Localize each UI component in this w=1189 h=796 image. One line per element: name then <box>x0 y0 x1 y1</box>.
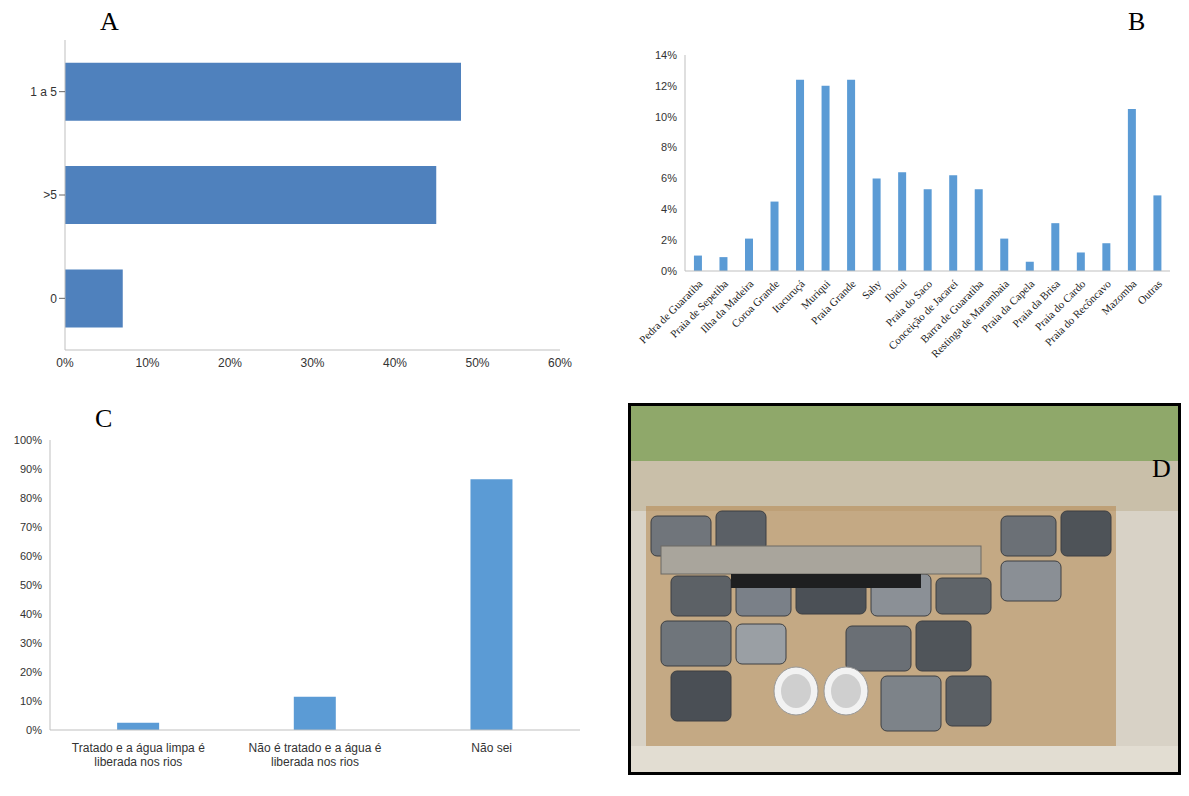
svg-text:Praia de Sepetiba: Praia de Sepetiba <box>667 277 731 340</box>
html-text:A: A <box>100 7 119 36</box>
svg-text:Muriqui: Muriqui <box>798 277 833 312</box>
svg-text:60%: 60% <box>548 356 572 370</box>
svg-text:Praia do Cardo: Praia do Cardo <box>1032 277 1088 333</box>
svg-text:Não sei: Não sei <box>471 741 512 755</box>
svg-text:90%: 90% <box>20 463 42 475</box>
svg-text:30%: 30% <box>300 356 324 370</box>
svg-text:0%: 0% <box>56 356 74 370</box>
svg-text:Itacuruçá: Itacuruçá <box>769 277 806 314</box>
svg-text:100%: 100% <box>14 434 42 446</box>
svg-text:30%: 30% <box>20 637 42 649</box>
svg-text:14%: 14% <box>655 49 677 61</box>
svg-text:20%: 20% <box>20 666 42 678</box>
svg-text:70%: 70% <box>20 521 42 533</box>
svg-text:8%: 8% <box>661 141 677 153</box>
svg-text:Praia do Saco: Praia do Saco <box>883 277 935 329</box>
svg-text:10%: 10% <box>20 695 42 707</box>
svg-text:2%: 2% <box>661 234 677 246</box>
html-text:D: D <box>1152 454 1171 483</box>
html-text:B: B <box>1128 7 1146 36</box>
svg-text:12%: 12% <box>655 80 677 92</box>
svg-text:Outras: Outras <box>1135 277 1164 306</box>
svg-text:0: 0 <box>50 292 57 306</box>
svg-text:Mazomba: Mazomba <box>1099 277 1139 317</box>
svg-text:Restinga de Marambaia: Restinga de Marambaia <box>928 277 1011 360</box>
svg-text:Não é tratado e a água élibera: Não é tratado e a água éliberada nos rio… <box>249 741 382 769</box>
svg-text:Barra de Guaratiba: Barra de Guaratiba <box>917 277 986 346</box>
svg-text:Praia Grande: Praia Grande <box>809 277 858 326</box>
svg-text:10%: 10% <box>135 356 159 370</box>
svg-text:Sahy: Sahy <box>859 277 883 301</box>
svg-text:40%: 40% <box>20 608 42 620</box>
svg-text:50%: 50% <box>465 356 489 370</box>
svg-text:Praia do Recôncavo: Praia do Recôncavo <box>1042 277 1114 349</box>
svg-text:80%: 80% <box>20 492 42 504</box>
svg-text:Pedra de Guaratiba: Pedra de Guaratiba <box>636 277 705 346</box>
svg-text:4%: 4% <box>661 203 677 215</box>
svg-text:Praia da Brisa: Praia da Brisa <box>1010 277 1063 330</box>
svg-text:1 a 5: 1 a 5 <box>30 85 57 99</box>
svg-text:Coroa Grande: Coroa Grande <box>728 277 782 330</box>
svg-text:60%: 60% <box>20 550 42 562</box>
svg-text:Praia da Capela: Praia da Capela <box>979 277 1037 335</box>
svg-text:Ibicuí: Ibicuí <box>882 277 909 305</box>
svg-text:0%: 0% <box>661 265 677 277</box>
svg-text:6%: 6% <box>661 172 677 184</box>
svg-text:Conceição de Jacareí: Conceição de Jacareí <box>885 277 960 352</box>
svg-text:0%: 0% <box>26 724 42 736</box>
svg-text:Tratado e a água limpa élibera: Tratado e a água limpa éliberada nos rio… <box>72 741 205 769</box>
svg-text:10%: 10% <box>655 111 677 123</box>
html-text:C: C <box>95 404 113 433</box>
svg-text:40%: 40% <box>383 356 407 370</box>
svg-text:>5: >5 <box>43 188 57 202</box>
svg-text:50%: 50% <box>20 579 42 591</box>
svg-text:Ilha da Madeira: Ilha da Madeira <box>698 277 756 336</box>
svg-text:20%: 20% <box>218 356 242 370</box>
